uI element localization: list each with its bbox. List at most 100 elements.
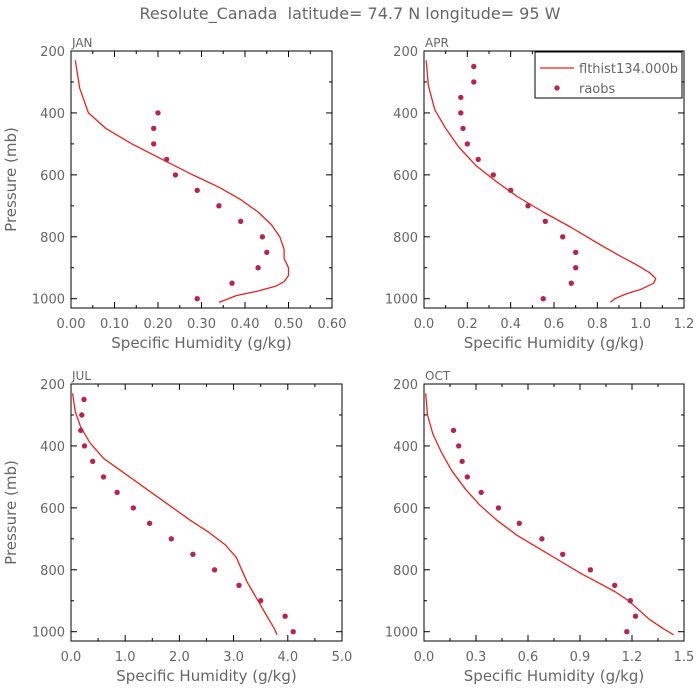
raob-point <box>560 551 566 557</box>
y-tick-label: 200 <box>393 378 418 393</box>
raob-point <box>190 551 196 557</box>
panel-jan: 0.00 0.10 0.20 0.30 0.40 0.50 0.60 200 400 600 800… <box>2 36 346 352</box>
x-tick-label: 0.30 <box>187 317 216 332</box>
raob-point <box>525 203 531 209</box>
raob-point <box>460 125 466 132</box>
y-axis-label: Pressure (mb) <box>2 127 20 232</box>
legend-dots-label: raobs <box>579 82 616 97</box>
raob-point <box>164 156 170 163</box>
raob-point <box>216 203 222 209</box>
raob-point <box>81 396 87 403</box>
raob-point <box>573 249 579 255</box>
x-tick-label: 3.0 <box>223 650 244 665</box>
y-tick-label: 1000 <box>32 293 65 308</box>
panel-label: APR <box>425 36 449 50</box>
x-tick-label: 5.0 <box>332 650 353 665</box>
panel-label: JAN <box>71 36 93 50</box>
y-tick-label: 600 <box>40 502 65 517</box>
raob-point <box>78 427 84 434</box>
x-tick-label: 1.0 <box>630 317 651 332</box>
raob-point <box>471 79 477 85</box>
raob-point <box>464 141 470 147</box>
raob-point <box>194 296 200 302</box>
x-tick-label: 0.2 <box>457 317 478 332</box>
y-tick-label: 600 <box>393 502 418 517</box>
raob-point <box>516 520 522 526</box>
raob-point <box>450 427 457 434</box>
model-profile-line <box>425 60 657 303</box>
raob-point <box>587 567 594 573</box>
raob-point <box>539 536 545 542</box>
y-tick-label: 400 <box>40 440 65 455</box>
y-tick-label: 400 <box>393 440 418 455</box>
x-tick-label: 0.6 <box>518 650 539 665</box>
y-tick-label: 200 <box>40 378 65 393</box>
model-profile-line <box>74 60 290 304</box>
raob-point <box>264 249 270 255</box>
raob-point <box>573 265 579 271</box>
raob-point <box>540 296 546 302</box>
x-tick-label: 0.9 <box>570 650 591 665</box>
y-tick-label: 400 <box>393 107 418 122</box>
x-tick-label: 0.50 <box>274 317 303 332</box>
raob-point <box>612 582 618 588</box>
raob-point <box>255 265 261 271</box>
raob-point <box>475 156 481 163</box>
raob-point <box>168 536 174 542</box>
legend-dot-swatch <box>554 85 560 91</box>
raob-point <box>172 172 179 178</box>
x-tick-label: 0.0 <box>414 317 435 332</box>
raob-point <box>100 474 107 480</box>
y-tick-label: 1000 <box>385 626 418 641</box>
raob-point <box>282 613 288 619</box>
x-axis-label: Specific Humidity (g/kg) <box>116 667 296 685</box>
raob-point <box>627 598 633 604</box>
model-profile-line <box>425 393 674 636</box>
raob-point <box>542 218 548 224</box>
model-profile-line <box>71 393 278 636</box>
raob-point <box>130 505 136 511</box>
legend: flthist134.000b raobs <box>534 51 683 99</box>
raob-point <box>90 458 96 465</box>
x-tick-label: 0.3 <box>466 650 487 665</box>
raob-point <box>495 505 502 511</box>
page-title: Resolute_Canada latitude= 74.7 N longitu… <box>139 4 561 23</box>
raob-point <box>478 489 484 496</box>
raob-point <box>464 474 470 480</box>
raob-point <box>238 218 244 224</box>
panel-apr: 0.0 0.2 0.4 0.6 0.8 1.0 1.2 200 400 600 800 1000 APR… <box>385 36 694 352</box>
y-tick-label: 600 <box>40 169 65 184</box>
x-tick-label: 0.0 <box>414 650 435 665</box>
raob-point <box>151 141 157 147</box>
legend-line-label: flthist134.000b <box>579 62 678 77</box>
raob-point <box>624 629 630 635</box>
x-tick-label: 4.0 <box>277 650 298 665</box>
x-tick-label: 0.60 <box>318 317 347 332</box>
x-tick-label: 0.20 <box>144 317 173 332</box>
raob-point <box>290 629 296 635</box>
y-tick-label: 800 <box>40 231 65 246</box>
y-tick-label: 600 <box>393 169 418 184</box>
x-tick-label: 1.2 <box>622 650 643 665</box>
raob-point <box>508 187 514 193</box>
x-tick-label: 2.0 <box>169 650 190 665</box>
x-axis-label: Specific Humidity (g/kg) <box>464 667 644 685</box>
raob-point <box>632 613 639 619</box>
x-axis-label: Specific Humidity (g/kg) <box>464 334 644 352</box>
raob-point <box>81 443 88 449</box>
raob-point <box>459 458 465 465</box>
panel-label: OCT <box>425 369 451 383</box>
raob-point <box>151 125 157 132</box>
y-tick-label: 800 <box>393 231 418 246</box>
x-tick-label: 1.2 <box>674 317 695 332</box>
raob-point <box>146 520 153 526</box>
x-tick-label: 0.00 <box>57 317 86 332</box>
y-tick-label: 800 <box>40 564 65 579</box>
y-tick-label: 800 <box>393 564 418 579</box>
raob-point <box>229 280 235 286</box>
raob-point <box>458 110 464 116</box>
raob-point <box>236 582 242 588</box>
legend-box <box>534 51 683 99</box>
raob-point <box>490 172 496 178</box>
